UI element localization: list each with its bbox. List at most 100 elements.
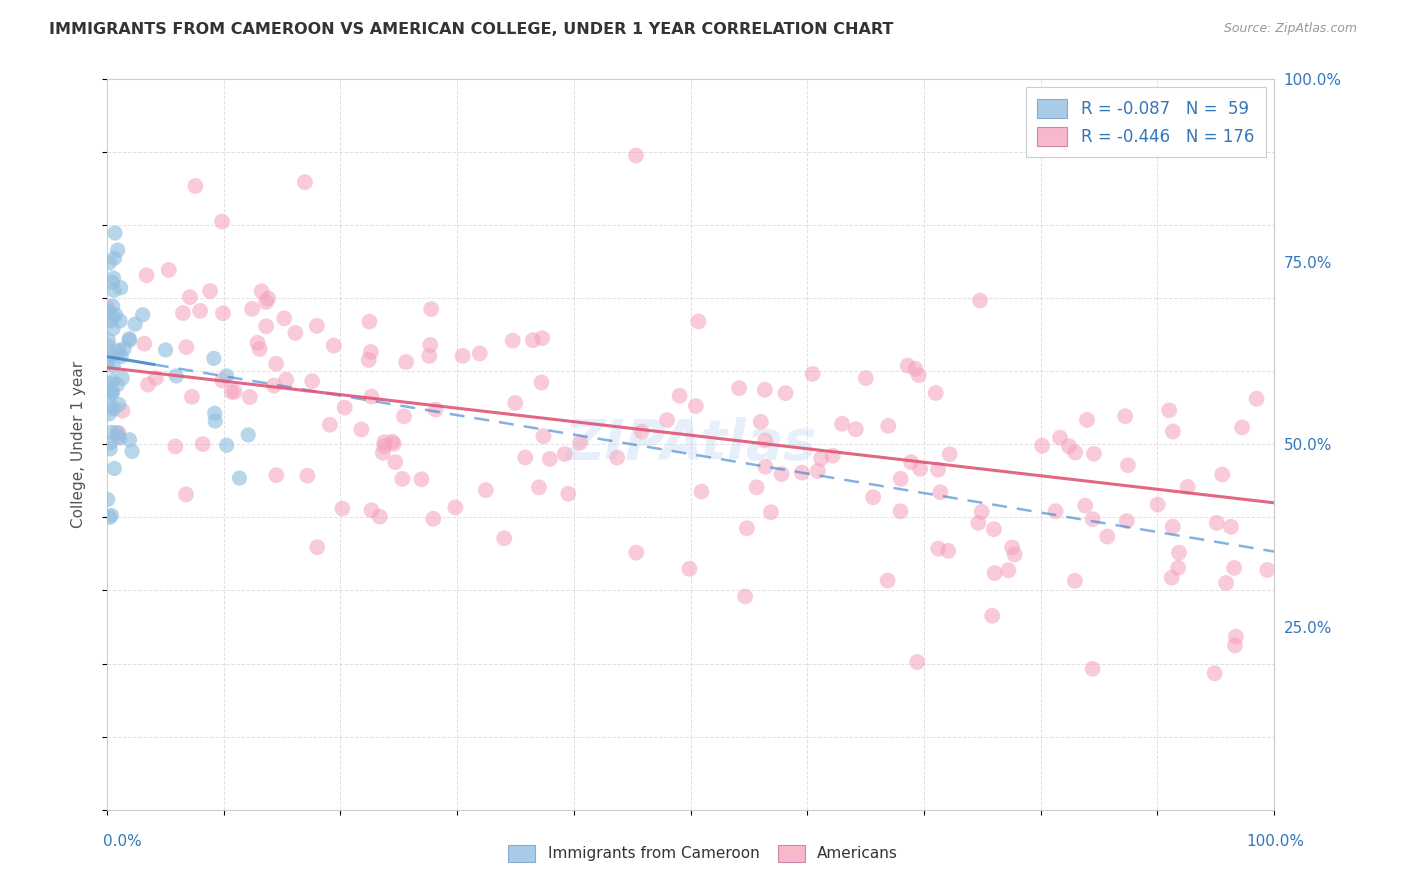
Point — [1159, 403, 1181, 417]
Point — [174, 487, 197, 501]
Point — [845, 422, 868, 436]
Point — [359, 315, 381, 329]
Point — [668, 389, 690, 403]
Point — [228, 471, 250, 485]
Point — [204, 414, 226, 428]
Point — [294, 175, 316, 189]
Point — [204, 406, 226, 420]
Point — [927, 541, 949, 556]
Point — [121, 444, 143, 458]
Point — [538, 451, 561, 466]
Point — [101, 310, 124, 324]
Point — [332, 501, 354, 516]
Point — [754, 459, 776, 474]
Point — [419, 338, 441, 352]
Point — [908, 462, 931, 476]
Point — [165, 440, 187, 454]
Point — [890, 472, 912, 486]
Point — [100, 384, 122, 399]
Point — [925, 386, 948, 401]
Point — [184, 179, 207, 194]
Point — [110, 350, 132, 364]
Point — [350, 422, 373, 436]
Point — [307, 541, 329, 555]
Point — [145, 371, 167, 385]
Point — [418, 349, 440, 363]
Point — [172, 306, 194, 320]
Point — [877, 418, 900, 433]
Point — [103, 359, 125, 374]
Point — [191, 437, 214, 451]
Point — [103, 401, 125, 416]
Point — [97, 492, 120, 507]
Point — [494, 531, 516, 545]
Point — [98, 407, 121, 421]
Point — [929, 485, 952, 500]
Point — [897, 359, 920, 373]
Point — [444, 500, 467, 515]
Point — [531, 331, 554, 345]
Point — [807, 464, 830, 478]
Point — [105, 425, 128, 440]
Point — [136, 377, 159, 392]
Point — [889, 504, 911, 518]
Point — [98, 510, 121, 524]
Point — [391, 472, 413, 486]
Point — [110, 281, 132, 295]
Point — [1083, 447, 1105, 461]
Text: 0.0%: 0.0% — [103, 834, 142, 848]
Point — [1168, 546, 1191, 560]
Point — [254, 294, 277, 309]
Point — [211, 214, 233, 228]
Point — [876, 574, 898, 588]
Point — [165, 368, 187, 383]
Point — [997, 563, 1019, 577]
Text: Source: ZipAtlas.com: Source: ZipAtlas.com — [1223, 22, 1357, 36]
Point — [371, 446, 394, 460]
Point — [157, 263, 180, 277]
Point — [678, 562, 700, 576]
Point — [1076, 413, 1098, 427]
Point — [96, 300, 118, 314]
Point — [831, 417, 853, 431]
Point — [263, 378, 285, 392]
Point — [624, 148, 647, 162]
Point — [103, 461, 125, 475]
Point — [101, 385, 124, 400]
Point — [98, 376, 121, 391]
Point — [266, 468, 288, 483]
Point — [420, 302, 443, 317]
Text: 100.0%: 100.0% — [1247, 834, 1305, 848]
Point — [759, 505, 782, 519]
Point — [176, 340, 198, 354]
Point — [1256, 563, 1278, 577]
Point — [468, 346, 491, 360]
Point — [1045, 504, 1067, 518]
Point — [734, 590, 756, 604]
Point — [1074, 499, 1097, 513]
Point — [211, 374, 233, 388]
Point — [107, 243, 129, 257]
Point — [1146, 498, 1168, 512]
Point — [202, 351, 225, 366]
Point — [108, 431, 131, 445]
Point — [134, 336, 156, 351]
Point — [1081, 512, 1104, 526]
Point — [118, 433, 141, 447]
Point — [215, 438, 238, 452]
Point — [422, 512, 444, 526]
Point — [411, 472, 433, 486]
Point — [239, 390, 262, 404]
Point — [626, 546, 648, 560]
Point — [1064, 445, 1087, 459]
Point — [188, 304, 211, 318]
Point — [333, 401, 356, 415]
Point — [655, 413, 678, 427]
Point — [855, 371, 877, 385]
Point — [305, 318, 328, 333]
Point — [97, 334, 120, 348]
Point — [98, 436, 121, 450]
Point — [801, 367, 824, 381]
Point — [522, 333, 544, 347]
Text: ZIPAtlas: ZIPAtlas — [564, 417, 817, 471]
